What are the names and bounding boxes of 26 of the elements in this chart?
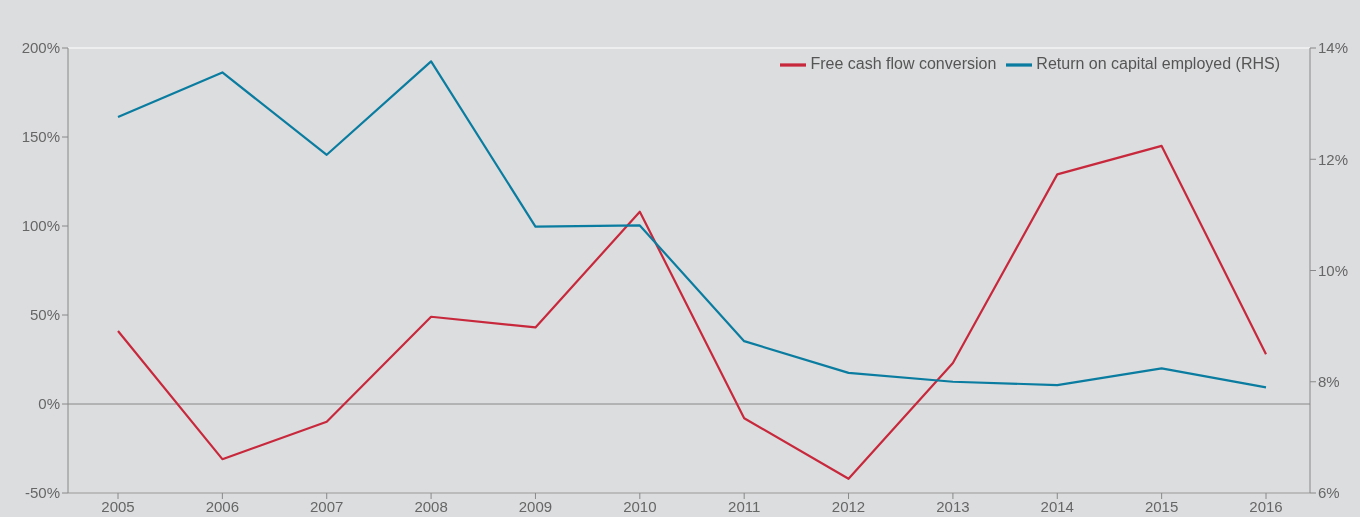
x-tick-label: 2013 [936, 497, 970, 515]
line-series [116, 144, 1268, 480]
y2-tick-label: 10% [1318, 261, 1349, 279]
x-tick-label: 2011 [728, 497, 761, 515]
x-tick-label: 2014 [1040, 497, 1074, 515]
y-tick-label: 50% [29, 306, 60, 324]
y2-tick-label: 14% [1318, 39, 1349, 57]
y2-tick-label: 6% [1318, 484, 1340, 502]
x-tick-label: 2006 [205, 497, 240, 515]
x-tick-label: 2008 [414, 497, 448, 515]
legend-label: Return on capital employed (RHS) [1036, 55, 1280, 73]
x-tick-label: 2015 [1144, 497, 1179, 515]
x-tick-label: 2005 [101, 497, 135, 515]
y-tick-label: 100% [21, 217, 60, 235]
x-tick-label: 2009 [518, 497, 553, 515]
x-tick-label: 2010 [623, 497, 657, 515]
y-tick-label: -50% [24, 484, 60, 502]
y-tick-label: 150% [21, 128, 60, 146]
x-tick-label: 2012 [831, 497, 866, 515]
y-tick-label: 200% [21, 39, 60, 57]
x-tick-label: 2016 [1249, 497, 1283, 515]
y-tick-label: 0% [38, 395, 60, 413]
legend-label: Free cash flow conversion [810, 55, 997, 73]
y2-tick-label: 8% [1318, 373, 1340, 391]
y2-tick-label: 12% [1318, 150, 1349, 168]
x-tick-label: 2007 [310, 497, 344, 515]
